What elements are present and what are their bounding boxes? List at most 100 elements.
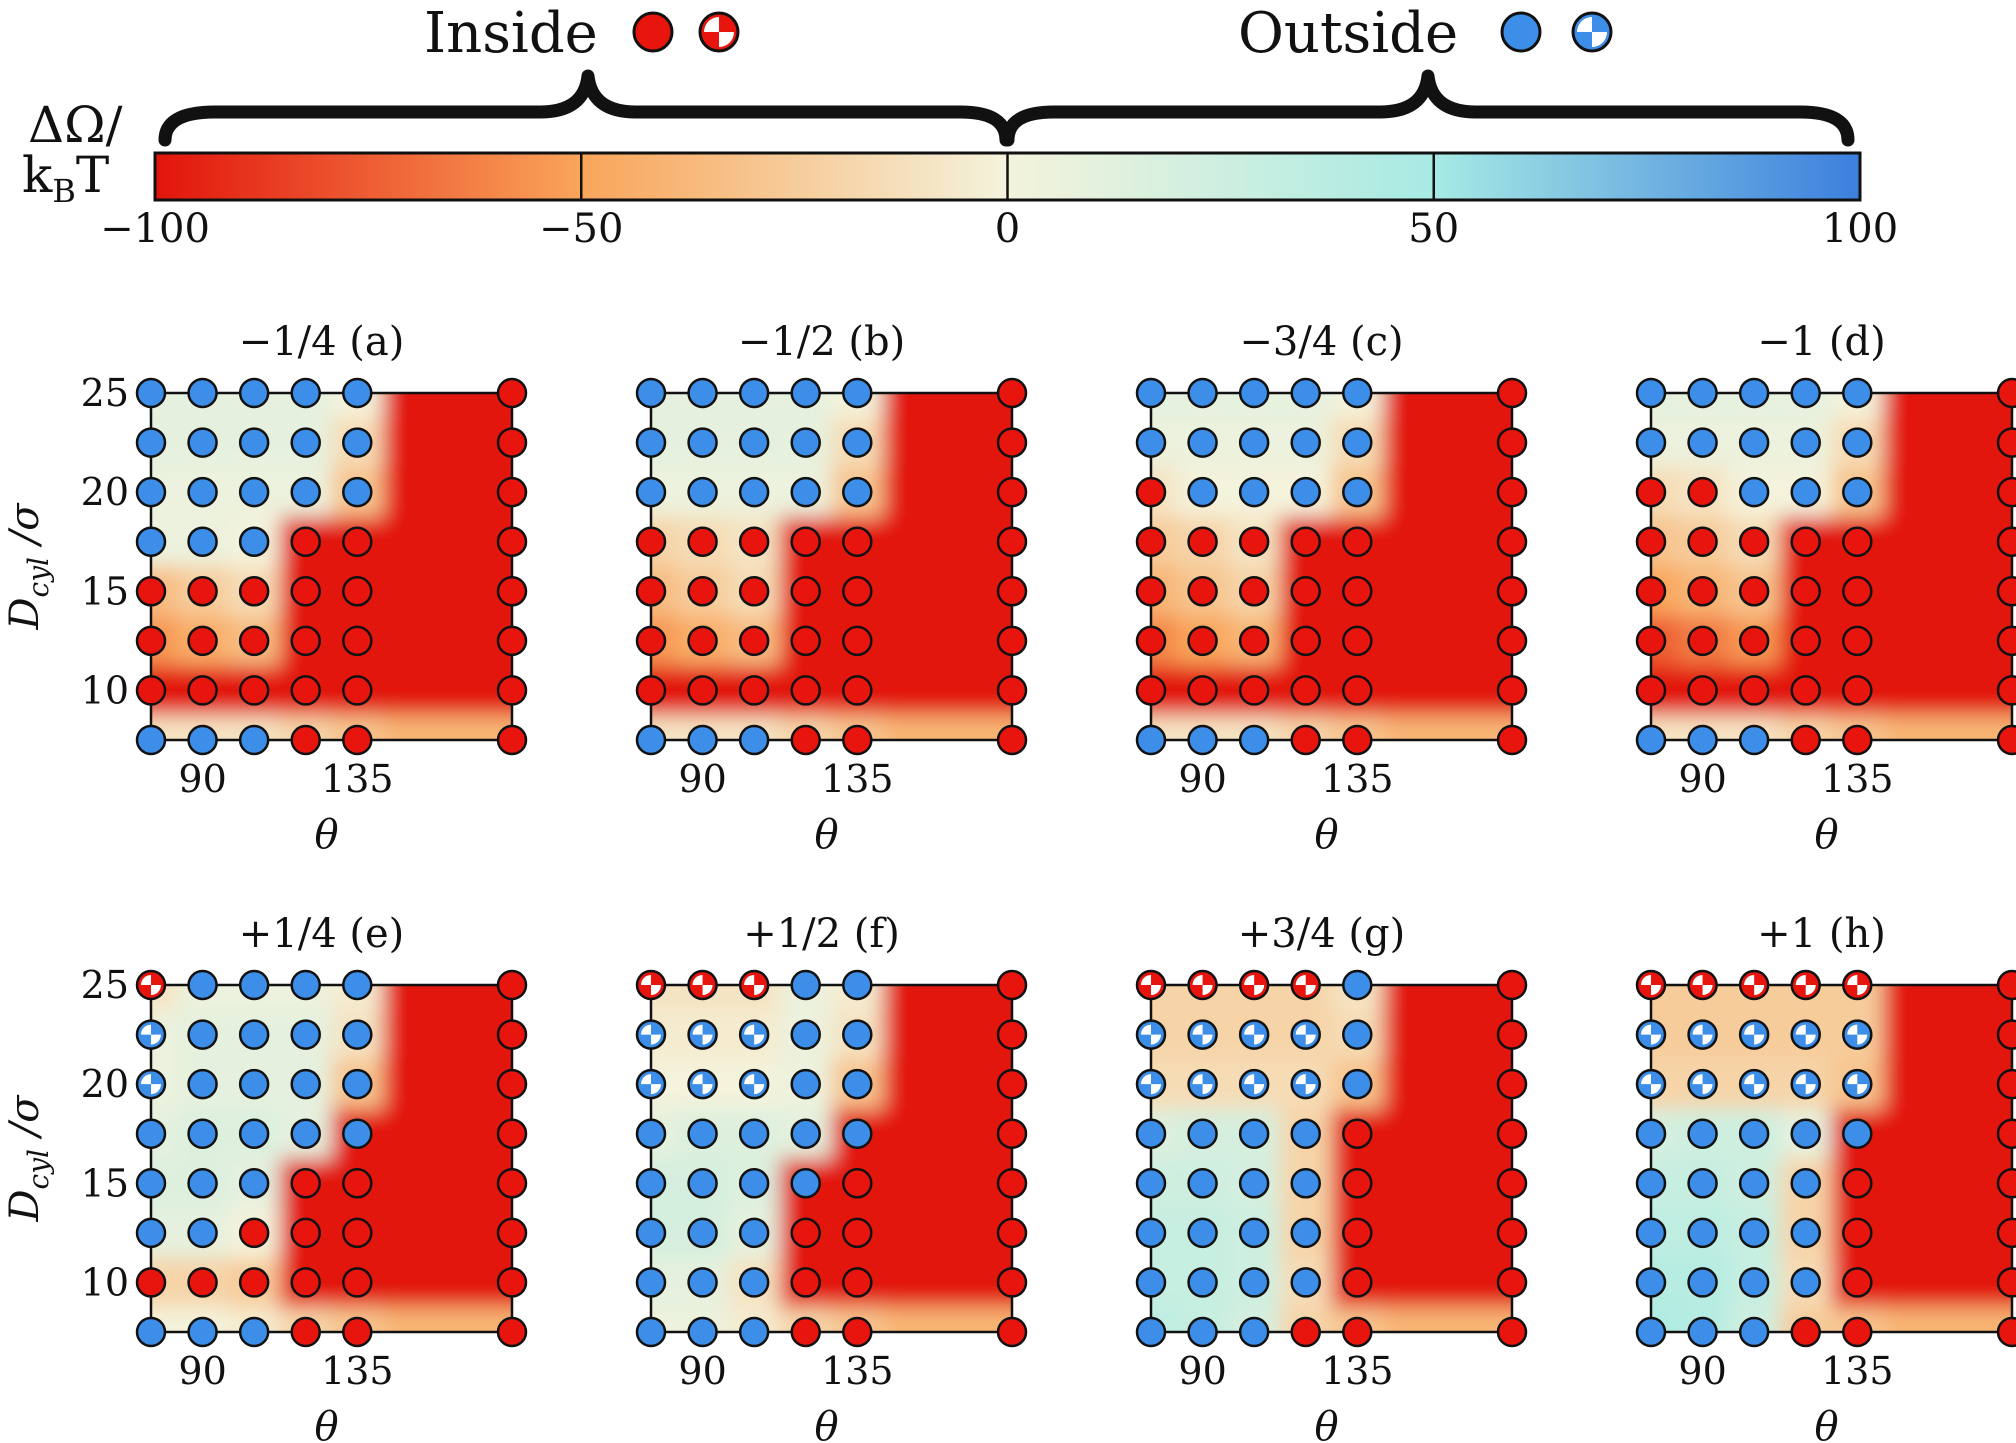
marker-inside xyxy=(996,576,1028,607)
marker-inside xyxy=(496,1267,528,1298)
marker-inside xyxy=(290,1168,321,1199)
marker-outside xyxy=(687,724,718,756)
marker-inside xyxy=(1996,625,2016,657)
marker-inside xyxy=(290,675,321,706)
heat-cell xyxy=(1883,516,2012,567)
y-axis-label: Dcyl /σ xyxy=(2,502,55,631)
marker-inside xyxy=(1996,675,2016,706)
marker-inside xyxy=(342,576,373,607)
heat-cell xyxy=(883,616,1012,667)
marker-outside xyxy=(1238,1168,1270,1199)
x-axis-label: θ xyxy=(1814,812,1838,858)
panel-e: +1/4 (e) 90 135 θ 25 20 15 10 Dcyl /σ xyxy=(2,911,528,1443)
x-tick-label: 90 xyxy=(1178,757,1226,801)
marker-outside xyxy=(1687,1316,1718,1348)
marker-inside xyxy=(1238,526,1270,557)
y-tick-label: 25 xyxy=(81,371,129,415)
x-tick-label: 135 xyxy=(321,1349,394,1393)
marker-outside xyxy=(187,476,218,508)
marker-outside xyxy=(1738,1068,1770,1100)
heat-cell xyxy=(1883,985,2012,1011)
marker-inside xyxy=(1687,576,1718,607)
marker-inside xyxy=(1738,969,1770,1001)
marker-outside xyxy=(790,1118,821,1149)
marker-inside xyxy=(1496,675,1528,706)
marker-inside xyxy=(1635,476,1667,508)
marker-outside xyxy=(1290,1068,1321,1100)
marker-outside xyxy=(1738,1118,1770,1149)
heat-cell xyxy=(1383,1108,1512,1159)
marker-inside xyxy=(842,675,873,706)
y-tick-label: 15 xyxy=(81,1161,129,1205)
marker-inside xyxy=(1996,1316,2016,1348)
plot-frame xyxy=(1149,983,1514,1334)
marker-inside xyxy=(290,1316,321,1348)
y-axis-label: Dcyl /σ xyxy=(2,1094,55,1223)
marker-outside xyxy=(1187,1316,1218,1348)
marker-outside xyxy=(1135,1068,1167,1100)
x-tick-label: 135 xyxy=(1821,757,1894,801)
marker-outside xyxy=(290,969,321,1001)
marker-outside xyxy=(187,427,218,458)
marker-inside xyxy=(996,675,1028,706)
marker-inside xyxy=(996,526,1028,557)
marker-inside xyxy=(1842,969,1873,1001)
marker-inside xyxy=(1842,1316,1873,1348)
marker-inside xyxy=(1496,427,1528,458)
marker-outside xyxy=(635,1019,667,1050)
marker-outside xyxy=(1687,427,1718,458)
y-tick-label: 15 xyxy=(81,569,129,613)
y-tick-label: 25 xyxy=(81,963,129,1007)
marker-outside xyxy=(1635,1118,1667,1149)
marker-outside xyxy=(1187,724,1218,756)
marker-inside xyxy=(135,625,167,657)
marker-inside xyxy=(738,526,770,557)
marker-outside xyxy=(635,1267,667,1298)
marker-outside xyxy=(635,1217,667,1249)
heatmap xyxy=(1151,985,1512,1332)
marker-outside xyxy=(1187,1068,1218,1100)
marker-inside xyxy=(238,675,270,706)
marker-outside xyxy=(238,1019,270,1050)
marker-outside xyxy=(790,427,821,458)
marker-inside xyxy=(1790,969,1821,1001)
heat-cell xyxy=(1383,715,1512,740)
marker-inside xyxy=(996,1068,1028,1100)
x-axis-label: θ xyxy=(314,1404,338,1443)
marker-outside xyxy=(842,377,873,409)
marker-outside xyxy=(1842,1019,1873,1050)
heat-cell xyxy=(1383,566,1512,617)
marker-outside xyxy=(635,1118,667,1149)
marker-inside xyxy=(1496,476,1528,508)
marker-inside xyxy=(1790,526,1821,557)
outside-brace xyxy=(1001,69,1855,147)
marker-inside xyxy=(342,1267,373,1298)
panel-title: −1 (d) xyxy=(1757,319,1886,365)
marker-inside xyxy=(996,377,1028,409)
marker-inside xyxy=(135,576,167,607)
marker-inside xyxy=(790,1316,821,1348)
marker-outside xyxy=(1238,427,1270,458)
marker-inside xyxy=(1738,625,1770,657)
marker-inside xyxy=(1238,675,1270,706)
marker-outside xyxy=(1842,476,1873,508)
marker-outside xyxy=(1738,1267,1770,1298)
marker-outside xyxy=(1290,1019,1321,1050)
marker-outside xyxy=(290,476,321,508)
marker-inside xyxy=(496,1068,528,1100)
panel-f: +1/2 (f) 90 135 θ xyxy=(635,911,1028,1443)
marker-outside xyxy=(1238,1267,1270,1298)
marker-inside xyxy=(1290,625,1321,657)
panel-d: −1 (d) 90 135 θ xyxy=(1635,319,2016,858)
marker-outside xyxy=(1738,1168,1770,1199)
panel-title: +1/4 (e) xyxy=(239,911,405,957)
marker-outside xyxy=(842,476,873,508)
marker-outside xyxy=(342,377,373,409)
marker-outside xyxy=(238,1168,270,1199)
plot-frame xyxy=(649,983,1014,1334)
marker-outside xyxy=(842,969,873,1001)
outside-label: Outside xyxy=(1238,1,1458,66)
marker-outside xyxy=(1687,724,1718,756)
y-tick-label: 10 xyxy=(81,1260,129,1304)
heat-cell xyxy=(1383,1009,1512,1060)
